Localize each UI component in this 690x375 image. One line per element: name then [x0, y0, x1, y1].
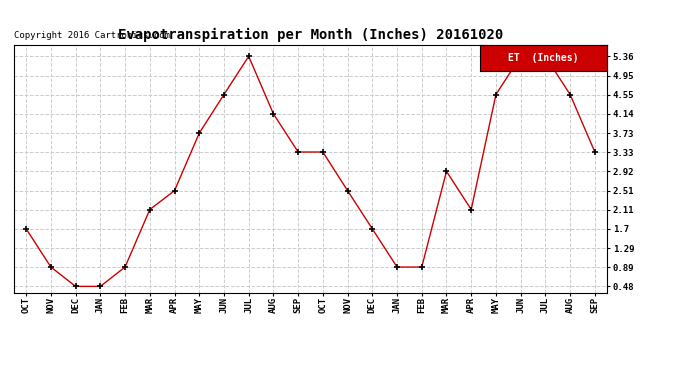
Title: Evapotranspiration per Month (Inches) 20161020: Evapotranspiration per Month (Inches) 20…: [118, 28, 503, 42]
Text: Copyright 2016 Cartronics.com: Copyright 2016 Cartronics.com: [14, 31, 170, 40]
